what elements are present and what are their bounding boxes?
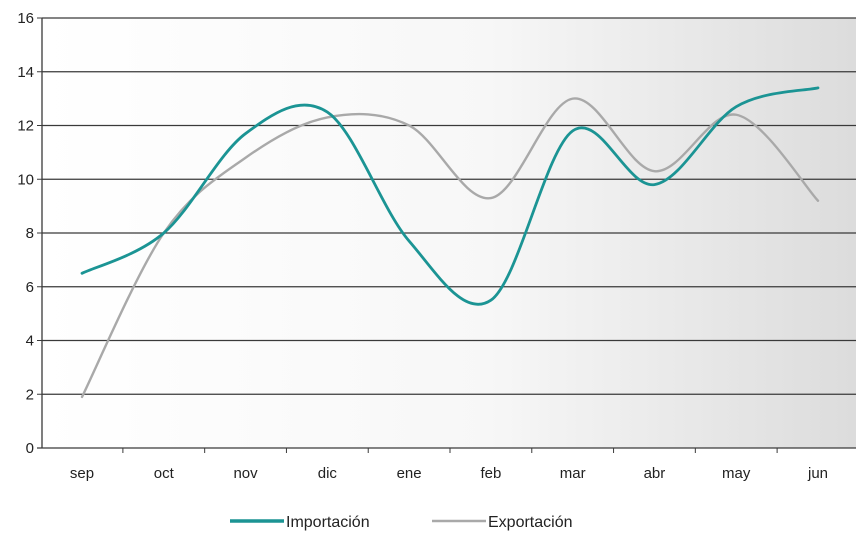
y-tick-label: 6 (26, 279, 34, 296)
y-tick-label: 4 (26, 333, 34, 350)
x-tick-label-nov: nov (233, 465, 258, 482)
x-tick-label-sep: sep (70, 465, 94, 482)
y-tick-label: 16 (17, 10, 34, 27)
y-tick-label: 14 (17, 64, 34, 81)
x-axis-tick-labels: sep oct nov dic ene feb mar abr may jun (70, 465, 828, 482)
x-tick-label-feb: feb (480, 465, 501, 482)
series-lines (80, 86, 820, 399)
legend-label-importacion: Importación (286, 514, 370, 531)
y-tick-label: 12 (17, 118, 34, 135)
y-tick-label: 2 (26, 386, 34, 403)
x-tick-label-jun: jun (807, 465, 828, 482)
legend-label-exportacion: Exportación (488, 514, 573, 531)
x-tick-label-abr: abr (644, 465, 666, 482)
axes (37, 17, 856, 453)
y-tick-label: 8 (26, 225, 34, 242)
y-tick-label: 10 (17, 171, 34, 188)
x-tick-label-dic: dic (318, 465, 338, 482)
y-tick-label: 0 (26, 440, 34, 457)
legend: Importación Exportación (230, 514, 573, 531)
x-tick-label-oct: oct (154, 465, 175, 482)
x-tick-label-ene: ene (397, 465, 422, 482)
x-tick-label-mar: mar (560, 465, 586, 482)
series-line-importacion (80, 86, 820, 306)
y-axis-tick-labels: 0 2 4 6 8 10 12 14 16 (17, 10, 34, 457)
x-tick-label-may: may (722, 465, 751, 482)
